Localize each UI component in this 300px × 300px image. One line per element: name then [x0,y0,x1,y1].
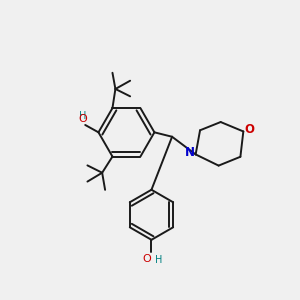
Text: H: H [79,111,87,122]
Text: N: N [185,146,195,159]
Text: O: O [245,124,255,136]
Text: H: H [155,254,162,265]
Text: O: O [142,254,151,264]
Text: O: O [79,114,87,124]
